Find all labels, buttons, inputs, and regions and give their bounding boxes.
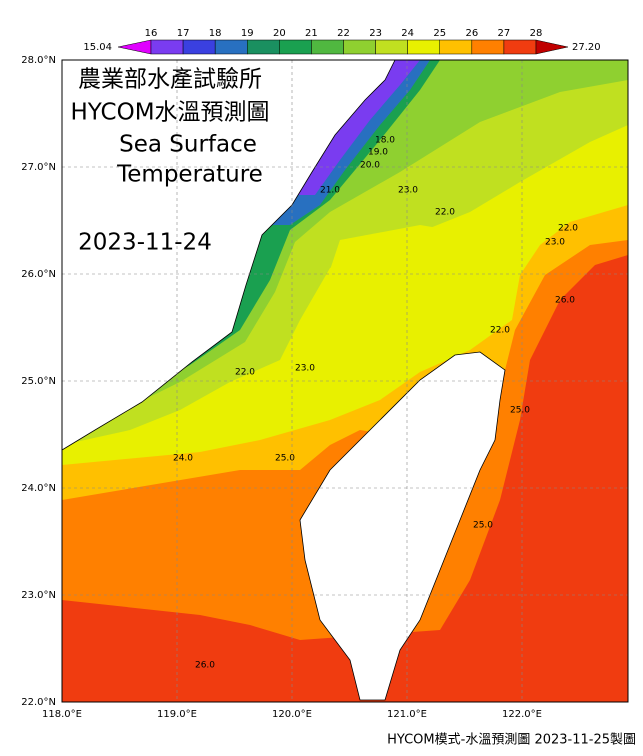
contour-label: 26.0 [555,296,575,306]
colorbar-segment [247,39,280,55]
colorbar-high [535,39,569,55]
colorbar-segment [279,39,312,55]
colorbar-label: 28 [530,28,543,39]
title-line: Sea Surface [119,132,257,158]
lat-tick-label: 25.0°N [21,376,56,387]
colorbar-label: 27 [498,28,511,39]
contour-label: 24.0 [173,454,193,464]
contour-label: 22.0 [235,368,255,378]
lon-tick-label: 118.0°E [42,709,82,720]
contour-label: 25.0 [473,521,493,531]
contour-label: 21.0 [320,186,340,196]
colorbar-label: 24 [401,28,414,39]
colorbar-segment [503,39,537,55]
contour-label: 22.0 [558,224,578,234]
colorbar-segment [407,39,440,55]
contour-label: 23.0 [398,186,418,196]
date: 2023-11-24 [78,230,212,256]
contour-label: 25.0 [510,406,530,416]
contour-label: 20.0 [360,161,380,171]
lat-tick-label: 28.0°N [21,55,56,66]
land-taiwan [299,351,506,701]
lat-tick-label: 24.0°N [21,483,56,494]
colorbar-label: 25 [433,28,446,39]
colorbar-label: 22 [337,28,350,39]
colorbar-segment [150,39,184,55]
colorbar-label: 18 [209,28,222,39]
lon-tick-label: 122.0°E [502,709,542,720]
land-china [61,59,396,451]
contour-label: 22.0 [490,326,510,336]
colorbar-low [117,39,152,55]
lon-tick-label: 119.0°E [157,709,197,720]
lat-tick-label: 26.0°N [21,269,56,280]
yellow-patch [330,225,480,300]
colorbar-label: 26 [465,28,478,39]
contour-label: 19.0 [368,148,388,158]
lat-tick-label: 22.0°N [21,697,56,708]
footer: HYCOM模式-水溫預測圖 2023-11-25製圖 [387,733,636,748]
colorbar-min: 15.04 [83,42,112,53]
colorbar-label: 23 [369,28,382,39]
colorbar-segment [375,39,408,55]
colorbar-segment [439,39,473,55]
contour-label: 26.0 [195,661,215,671]
contour-label: 23.0 [545,238,565,248]
colorbar-segment [311,39,344,55]
colorbar-label: 16 [145,28,158,39]
contour-label: 23.0 [295,364,315,374]
lat-tick-label: 27.0°N [21,162,56,173]
contour-label: 22.0 [435,208,455,218]
map-frame [61,59,629,703]
lat-tick-label: 23.0°N [21,590,56,601]
colorbar-segment [214,39,248,55]
colorbar-label: 21 [305,28,318,39]
contour-label: 18.0 [375,136,395,146]
title-line: 農業部水產試驗所 [78,67,262,93]
colorbar-segment [343,39,376,55]
title-line: Temperature [116,162,263,188]
title-line: HYCOM水溫預測圖 [70,100,269,126]
colorbar-segment [182,39,216,55]
colorbar-label: 17 [177,28,190,39]
colorbar-max: 27.20 [572,42,601,53]
contour-label: 25.0 [275,454,295,464]
colorbar-segment [471,39,505,55]
colorbar-label: 20 [273,28,286,39]
colorbar-label: 19 [241,28,254,39]
lon-tick-label: 121.0°E [387,709,427,720]
lon-tick-label: 120.0°E [272,709,312,720]
